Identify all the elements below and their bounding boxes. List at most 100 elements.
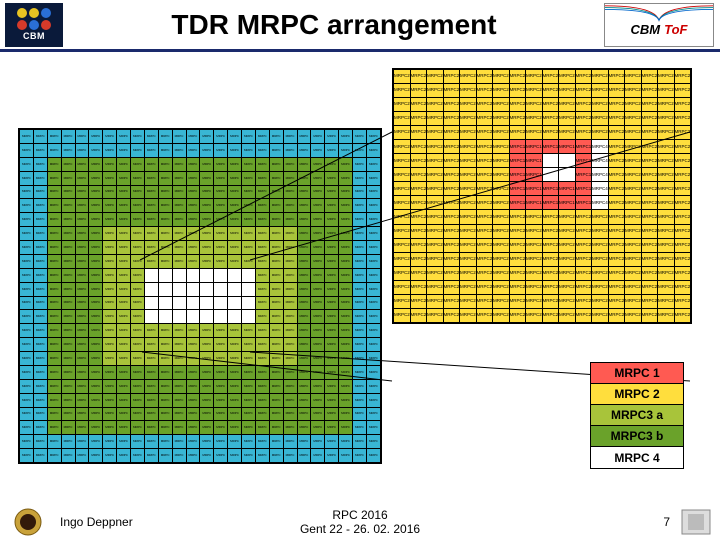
conference-info: RPC 2016 Gent 22 - 26. 02. 2016 [300,508,420,537]
wall-cell: MRPC [311,324,325,338]
wall-cell: MRPC [269,421,283,435]
wall-cell: MRPC [366,421,380,435]
zoom-cell: MRPC1 [542,140,559,154]
zoom-cell: MRPC2 [394,140,411,154]
wall-cell: MRPC [33,254,47,268]
wall-cell: MRPC [186,143,200,157]
wall-cell: MRPC [158,213,172,227]
wall-cell: MRPC [75,393,89,407]
wall-cell: MRPC [269,365,283,379]
wall-cell: MRPC [89,227,103,241]
wall-cell: MRPC [117,435,131,449]
wall-cell: MRPC [242,130,256,144]
wall-cell: MRPC [20,393,34,407]
wall-cell: MRPC [283,296,297,310]
zoom-cell: MRPC2 [410,294,427,308]
wall-cell: MRPC [311,143,325,157]
wall-cell: MRPC [311,310,325,324]
wall-cell: MRPC [255,310,269,324]
wall-cell: MRPC [255,227,269,241]
wall-cell [144,296,158,310]
wall-cell: MRPC [228,227,242,241]
zoom-cell: MRPC2 [658,266,675,280]
wall-cell: MRPC [33,352,47,366]
wall-cell: MRPC [228,379,242,393]
wall-cell: MRPC [339,199,353,213]
zoom-cell: MRPC2 [410,168,427,182]
legend-label: MRPC 4 [591,447,683,468]
wall-cell: MRPC [283,449,297,463]
wall-cell: MRPC [89,449,103,463]
wall-cell: MRPC [283,421,297,435]
wall-cell: MRPC [297,213,311,227]
wall-cell: MRPC [311,171,325,185]
wall-cell: MRPC [117,268,131,282]
zoom-cell: MRPC2 [460,84,477,98]
zoom-cell: MRPC1 [575,140,592,154]
zoom-cell: MRPC2 [674,308,691,322]
zoom-cell: MRPC2 [443,210,460,224]
wall-cell: MRPC [144,365,158,379]
zoom-cell: MRPC2 [542,308,559,322]
wall-cell: MRPC [89,310,103,324]
zoom-cell: MRPC2 [542,224,559,238]
wall-cell: MRPC [117,171,131,185]
wall-cell: MRPC [33,227,47,241]
wall-cell: MRPC [172,365,186,379]
wall-cell: MRPC [200,199,214,213]
zoom-cell: MRPC2 [526,252,543,266]
zoom-grid: MRPC2MRPC2MRPC2MRPC2MRPC2MRPC2MRPC2MRPC2… [392,68,692,324]
zoom-cell: MRPC2 [542,238,559,252]
zoom-cell: MRPC2 [410,196,427,210]
zoom-cell: MRPC2 [625,168,642,182]
wall-cell: MRPC [200,185,214,199]
wall-cell: MRPC [61,449,75,463]
wall-cell: MRPC [283,171,297,185]
wall-cell: MRPC [33,338,47,352]
zoom-cell: MRPC2 [509,70,526,84]
legend-label: MRPC 1 [591,363,683,383]
zoom-cell: MRPC2 [410,308,427,322]
wall-cell: MRPC [242,379,256,393]
wall-cell: MRPC [33,143,47,157]
zoom-cell: MRPC2 [592,210,609,224]
zoom-cell: MRPC2 [476,238,493,252]
cbm-tof-text: CBMToF [631,22,688,37]
wall-cell: MRPC [75,379,89,393]
zoom-cell: MRPC2 [410,154,427,168]
wall-cell: MRPC [269,241,283,255]
wall-cell: MRPC [242,365,256,379]
wall-cell: MRPC [283,227,297,241]
wall-cell: MRPC [103,130,117,144]
wall-cell: MRPC [117,338,131,352]
wall-cell: MRPC [47,379,61,393]
wall-cell: MRPC [325,241,339,255]
wall-cell: MRPC [366,352,380,366]
wall-cell: MRPC [186,338,200,352]
wall-cell: MRPC [353,254,367,268]
wall-cell: MRPC [186,130,200,144]
wall-cell: MRPC [61,130,75,144]
wall-cell: MRPC [269,393,283,407]
wall-cell [228,268,242,282]
zoom-cell: MRPC2 [641,168,658,182]
zoom-cell: MRPC4 [592,168,609,182]
wall-cell: MRPC [20,143,34,157]
wall-cell: MRPC [325,435,339,449]
wall-cell: MRPC [144,227,158,241]
wall-cell: MRPC [366,407,380,421]
wall-cell: MRPC [61,365,75,379]
wall-cell: MRPC [75,268,89,282]
wall-cell: MRPC [311,393,325,407]
wall-cell: MRPC [186,449,200,463]
wall-cell: MRPC [144,171,158,185]
wall-cell: MRPC [242,199,256,213]
wall-cell: MRPC [366,296,380,310]
wall-cell: MRPC [89,199,103,213]
wall-cell: MRPC [339,435,353,449]
wall-cell: MRPC [353,324,367,338]
wall-cell: MRPC [75,421,89,435]
zoom-cell: MRPC4 [592,140,609,154]
zoom-cell: MRPC2 [674,154,691,168]
wall-cell: MRPC [353,435,367,449]
